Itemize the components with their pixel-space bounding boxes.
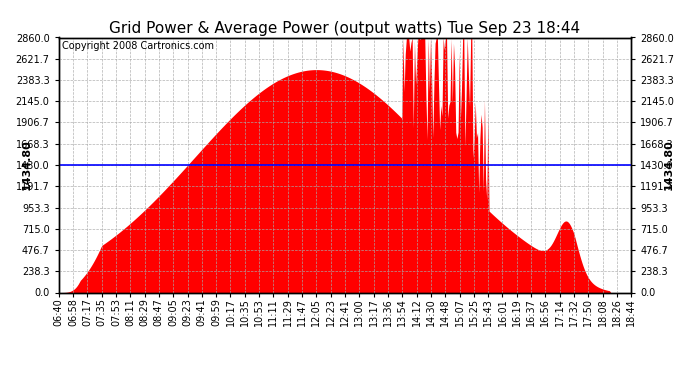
- Title: Grid Power & Average Power (output watts) Tue Sep 23 18:44: Grid Power & Average Power (output watts…: [110, 21, 580, 36]
- Text: 1434.80: 1434.80: [664, 139, 673, 190]
- Text: Copyright 2008 Cartronics.com: Copyright 2008 Cartronics.com: [61, 41, 213, 51]
- Text: 1434.80: 1434.80: [22, 139, 32, 190]
